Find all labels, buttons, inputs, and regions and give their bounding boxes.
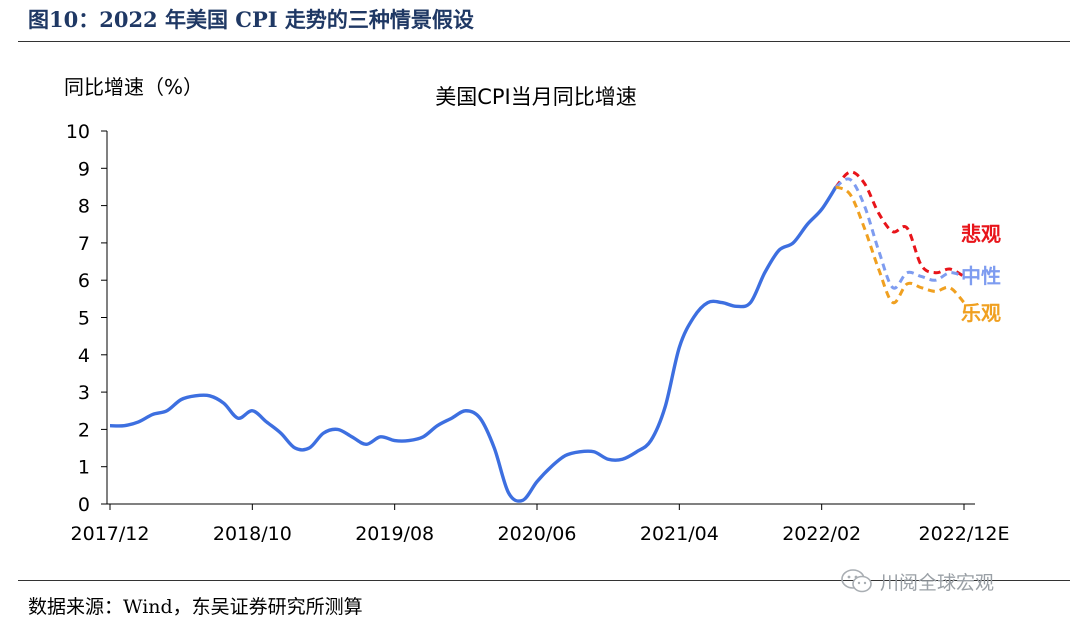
y-tick-label: 4 xyxy=(78,345,90,367)
x-tick-label: 2022/02 xyxy=(782,523,861,545)
y-tick-label: 1 xyxy=(78,457,90,479)
watermark-text: 川阅全球宏观 xyxy=(880,571,995,594)
series-line-中性 xyxy=(835,177,965,290)
y-tick-label: 7 xyxy=(78,233,90,255)
series-label: 中性 xyxy=(961,264,1001,288)
y-tick-label: 2 xyxy=(78,419,90,441)
y-ticks: 0 1 2 3 4 5 6 7 8 9 10 xyxy=(66,121,107,516)
bottom-divider xyxy=(18,580,1070,581)
y-axis-label: 同比增速（%） xyxy=(64,75,203,99)
x-tick-label: 2020/06 xyxy=(498,523,577,545)
series-line-history xyxy=(109,186,838,503)
series-line-悲观 xyxy=(834,170,965,278)
x-ticks: 2017/12 2018/10 2019/08 2020/06 2021/04 2022/… xyxy=(71,504,1010,545)
series-line-乐观 xyxy=(835,185,966,305)
y-tick-label: 5 xyxy=(78,308,90,330)
x-tick-label: 2017/12 xyxy=(71,523,150,545)
series-label: 悲观 xyxy=(961,222,1001,246)
figure-title: 图10：2022 年美国 CPI 走势的三种情景假设 xyxy=(28,7,474,32)
x-tick-label: 2019/08 xyxy=(355,523,434,545)
x-tick-label: 2018/10 xyxy=(213,523,292,545)
y-tick-label: 10 xyxy=(66,121,90,143)
y-tick-label: 3 xyxy=(78,382,90,404)
watermark: 川阅全球宏观 xyxy=(840,566,994,596)
y-tick-label: 0 xyxy=(78,494,90,516)
series-label: 乐观 xyxy=(961,301,1001,325)
source-note: 数据来源：Wind，东吴证券研究所测算 xyxy=(28,596,363,618)
series-layer xyxy=(109,170,966,503)
y-tick-label: 9 xyxy=(78,158,90,180)
cpi-line-chart: 同比增速（%） 美国CPI当月同比增速 0 1 2 3 4 5 6 7 8 9 10 2017/12… xyxy=(64,75,1010,545)
x-tick-label: 2021/04 xyxy=(640,523,719,545)
x-tick-label: 2022/12E xyxy=(919,523,1010,545)
top-divider xyxy=(18,41,1070,42)
y-tick-label: 6 xyxy=(78,270,90,292)
y-tick-label: 8 xyxy=(78,196,90,218)
chart-title: 美国CPI当月同比增速 xyxy=(435,85,637,109)
wechat-icon xyxy=(841,569,872,593)
